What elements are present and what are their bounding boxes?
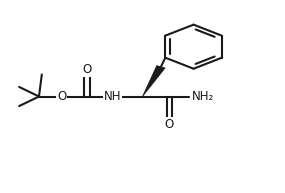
Text: NH₂: NH₂ — [192, 90, 214, 103]
Text: O: O — [83, 63, 92, 76]
Text: O: O — [57, 90, 66, 103]
Text: NH: NH — [104, 90, 121, 103]
Text: O: O — [165, 118, 174, 131]
Polygon shape — [142, 66, 165, 96]
